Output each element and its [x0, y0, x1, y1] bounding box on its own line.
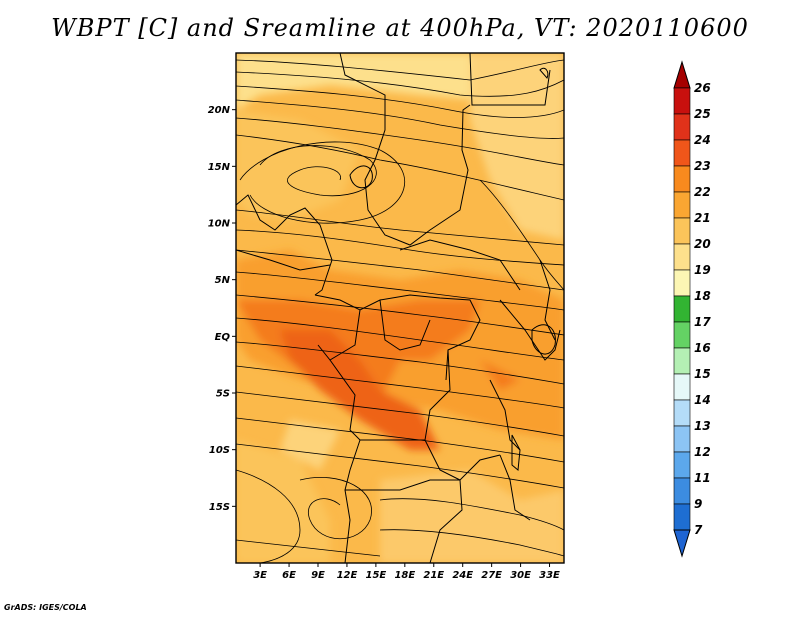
colorbar-label: 12 — [694, 445, 711, 459]
colorbar-swatch — [673, 269, 691, 297]
latitude-axis: 20N 15N 10N 5N EQ 5S 10S 15S — [208, 105, 236, 513]
colorbar-label: 16 — [694, 341, 711, 355]
colorbar-swatch — [673, 113, 691, 141]
colorbar: 26 25 24 23 22 21 20 19 18 17 16 15 14 13 12 11 9 7 — [673, 60, 711, 558]
colorbar-swatch — [673, 503, 691, 531]
streamlines — [236, 59, 564, 563]
country-borders — [236, 53, 561, 563]
lon-tick-label: 6E — [282, 570, 296, 581]
longitude-axis: 3E 6E 9E 12E 15E 18E 21E 24E 27E 30E 33E — [253, 563, 560, 581]
colorbar-swatch — [673, 191, 691, 219]
colorbar-top-arrow — [673, 60, 691, 89]
colorbar-label: 14 — [694, 393, 711, 407]
lon-tick-label: 24E — [452, 570, 473, 581]
lon-tick-label: 3E — [253, 570, 267, 581]
colorbar-swatch — [673, 87, 691, 115]
map-title: WBPT [C] and Sreamline at 400hPa, VT: 20… — [51, 14, 749, 42]
lakes — [349, 67, 556, 471]
lat-tick-label: 15S — [209, 502, 230, 513]
colorbar-swatch — [673, 165, 691, 193]
colorbar-swatch — [673, 477, 691, 505]
colorbar-label: 19 — [694, 263, 711, 277]
colorbar-label: 22 — [694, 185, 711, 199]
lon-tick-label: 12E — [337, 570, 358, 581]
colorbar-label: 9 — [694, 497, 702, 511]
colorbar-label: 25 — [694, 107, 711, 121]
colorbar-label: 11 — [694, 471, 711, 485]
colorbar-label: 24 — [694, 133, 711, 147]
lon-tick-label: 9E — [311, 570, 325, 581]
grads-credit: GrADS: IGES/COLA — [4, 603, 87, 612]
lon-tick-label: 30E — [510, 570, 531, 581]
colorbar-swatch — [673, 451, 691, 479]
lon-tick-label: 15E — [366, 570, 387, 581]
colorbar-label: 13 — [694, 419, 711, 433]
lon-tick-label: 18E — [394, 570, 415, 581]
colorbar-swatch — [673, 295, 691, 323]
colorbar-swatch — [673, 243, 691, 271]
colorbar-label: 23 — [694, 159, 711, 173]
colorbar-swatch — [673, 399, 691, 427]
lat-tick-label: 5N — [215, 275, 231, 286]
colorbar-label: 15 — [694, 367, 711, 381]
colorbar-swatch — [673, 217, 691, 245]
lat-tick-label: 5S — [216, 389, 230, 400]
colorbar-label: 26 — [694, 81, 711, 95]
colorbar-label: 18 — [694, 289, 711, 303]
colorbar-swatch — [673, 139, 691, 167]
colorbar-label: 21 — [694, 211, 711, 225]
colorbar-swatch — [673, 347, 691, 375]
colorbar-bottom-arrow — [673, 529, 691, 558]
lat-tick-label: 10N — [208, 219, 231, 230]
lat-tick-label: 10S — [209, 445, 230, 456]
map-frame — [235, 52, 565, 564]
colorbar-swatch — [673, 373, 691, 401]
lon-tick-label: 27E — [481, 570, 502, 581]
lat-tick-label: EQ — [215, 332, 231, 343]
colorbar-label: 20 — [694, 237, 711, 251]
colorbar-swatch — [673, 425, 691, 453]
lat-tick-label: 15N — [208, 162, 231, 173]
lon-tick-label: 21E — [423, 570, 444, 581]
lat-tick-label: 20N — [208, 105, 231, 116]
wbpt-shading — [236, 53, 564, 563]
lon-tick-label: 33E — [539, 570, 560, 581]
colorbar-label: 7 — [694, 523, 703, 537]
colorbar-swatch — [673, 321, 691, 349]
colorbar-label: 17 — [694, 315, 711, 329]
